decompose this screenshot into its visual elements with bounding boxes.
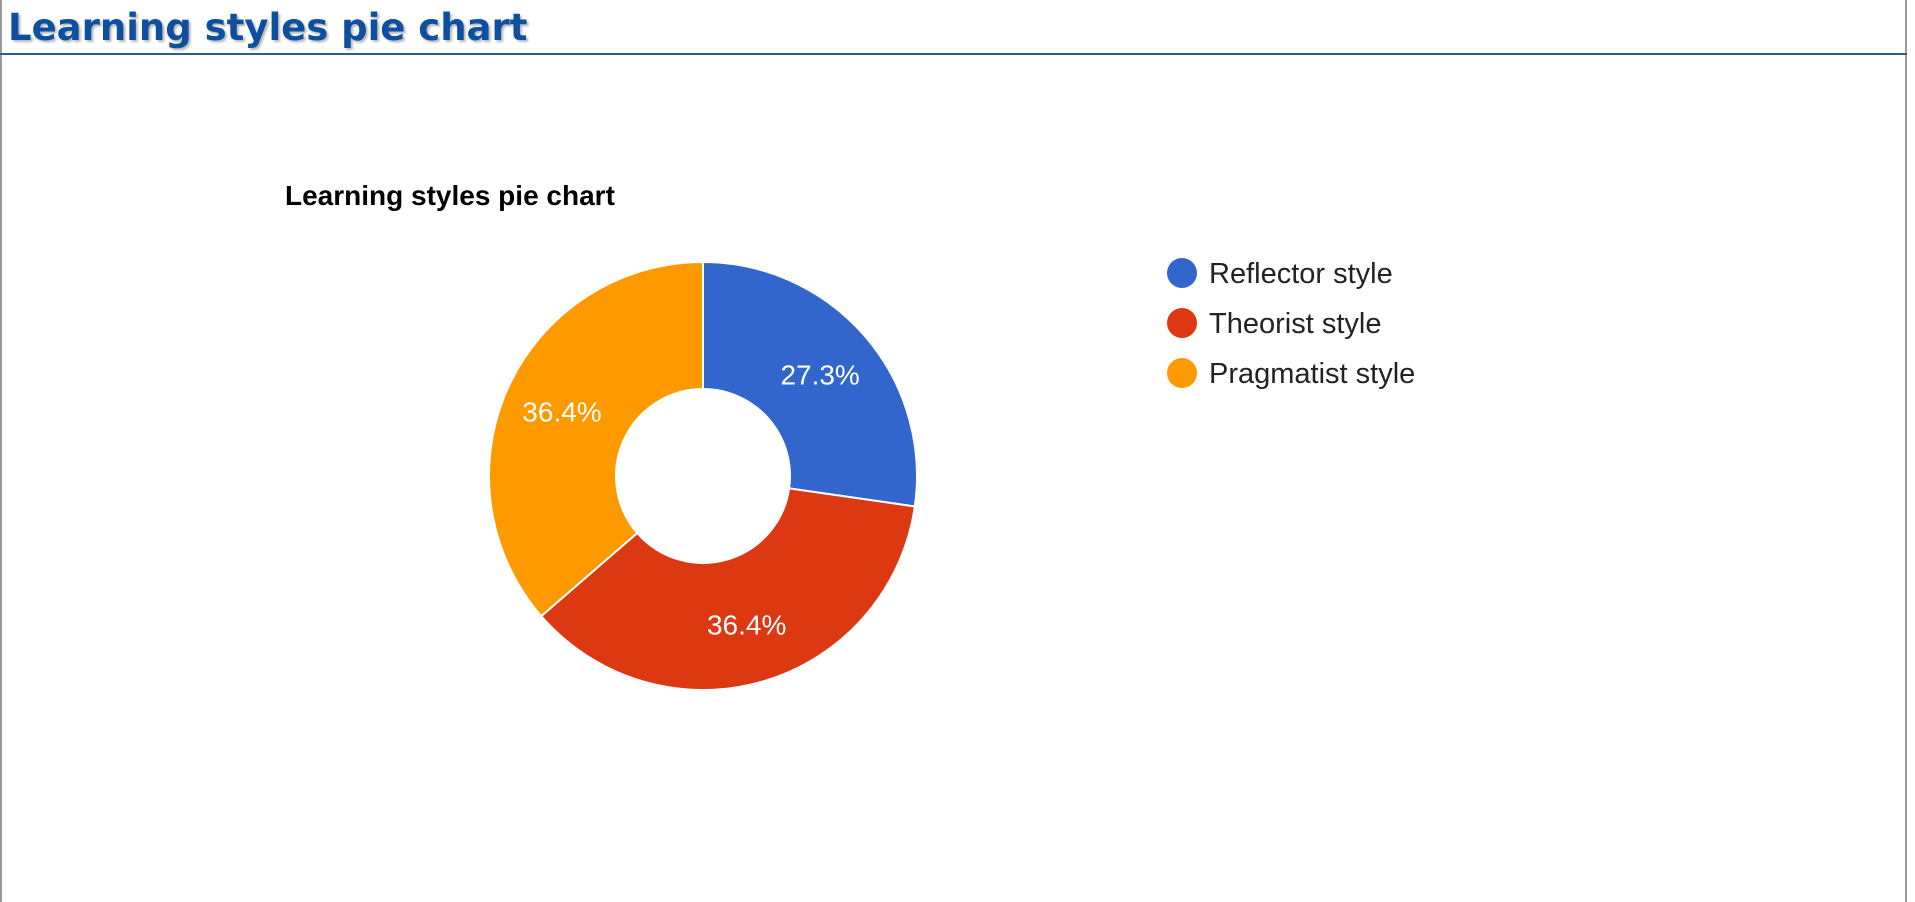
legend-label-pragmatist-style[interactable]: Pragmatist style bbox=[1209, 358, 1415, 390]
pie-slices bbox=[488, 260, 918, 691]
legend-marker-pragmatist-style[interactable] bbox=[1167, 358, 1197, 388]
page-title: Learning styles pie chart bbox=[8, 6, 528, 49]
chart-title: Learning styles pie chart bbox=[285, 180, 615, 211]
chart-legend: Reflector style Theorist style Pragmatist … bbox=[1167, 258, 1415, 390]
pie-slice-theorist-style[interactable] bbox=[539, 487, 916, 691]
pie-slice-reflector-style[interactable] bbox=[702, 260, 918, 508]
legend-marker-reflector-style[interactable] bbox=[1167, 258, 1197, 288]
page-header: Learning styles pie chart bbox=[0, 0, 1907, 55]
slice-label-theorist-style: 36.4% bbox=[707, 610, 786, 641]
legend-label-reflector-style[interactable]: Reflector style bbox=[1209, 258, 1393, 290]
legend-label-theorist-style[interactable]: Theorist style bbox=[1209, 308, 1381, 340]
slice-label-pragmatist-style: 36.4% bbox=[522, 397, 601, 428]
legend-marker-theorist-style[interactable] bbox=[1167, 308, 1197, 338]
pie-slice-pragmatist-style[interactable] bbox=[488, 260, 704, 618]
slice-label-reflector-style: 27.3% bbox=[780, 359, 859, 390]
pie-slice-labels: 27.3% 36.4% 36.4% bbox=[522, 359, 860, 640]
